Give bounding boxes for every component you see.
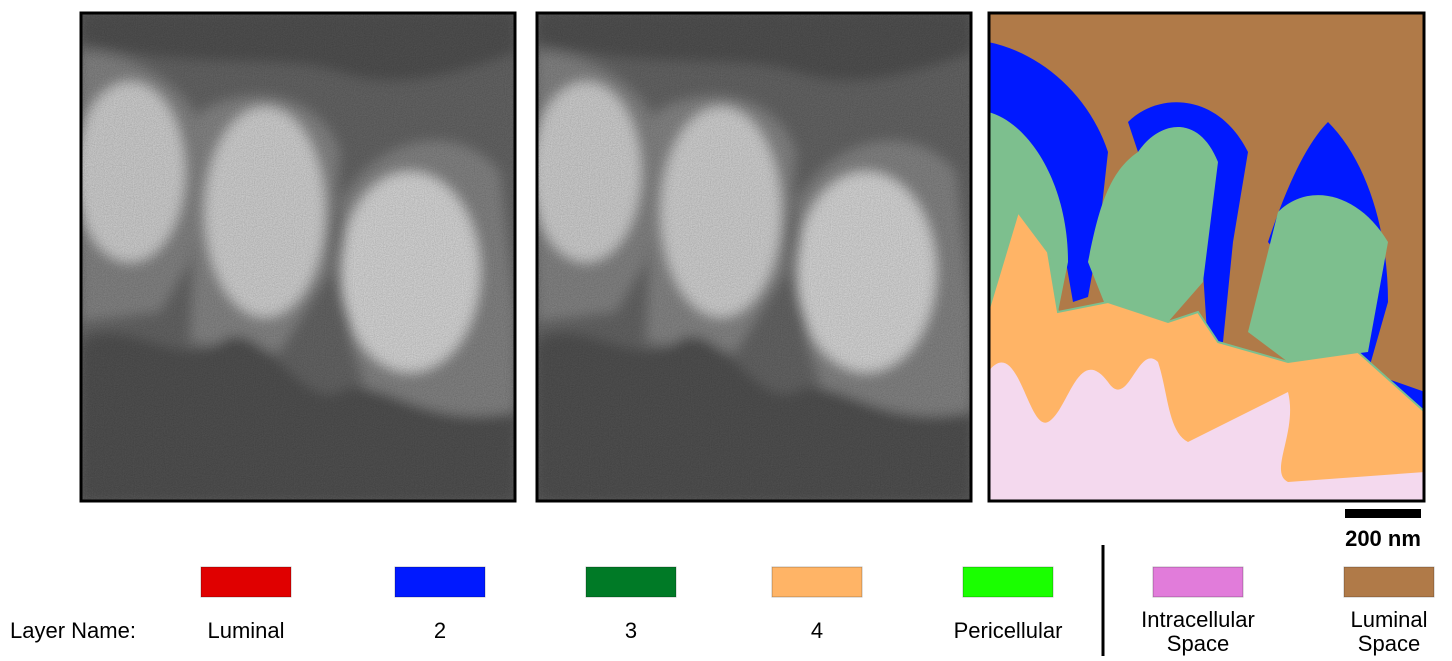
- legend-label: Space: [1167, 631, 1229, 656]
- legend-swatch: [395, 567, 485, 597]
- figure: 200 nm Layer Name: Luminal 2 3 4 Pericellula…: [0, 0, 1452, 656]
- legend-label: 3: [625, 618, 637, 643]
- scale-bar: [1345, 509, 1421, 518]
- segmentation-panel: [988, 12, 1425, 502]
- tem-panel-raw: [75, 12, 516, 502]
- legend-label: Pericellular: [954, 618, 1063, 643]
- legend-label: Luminal: [1350, 607, 1427, 632]
- legend-label: 2: [434, 618, 446, 643]
- legend-title: Layer Name:: [10, 618, 136, 643]
- tem-panel-processed: [531, 12, 972, 502]
- legend-label: Intracellular: [1141, 607, 1255, 632]
- legend-label: 4: [811, 618, 823, 643]
- legend-swatch: [586, 567, 676, 597]
- legend-swatch: [1344, 567, 1434, 597]
- scale-bar-label: 200 nm: [1345, 526, 1421, 551]
- legend-swatch: [963, 567, 1053, 597]
- legend-swatch: [201, 567, 291, 597]
- legend-swatch: [1153, 567, 1243, 597]
- legend-label: Luminal: [207, 618, 284, 643]
- legend-label: Space: [1358, 631, 1420, 656]
- legend-swatch: [772, 567, 862, 597]
